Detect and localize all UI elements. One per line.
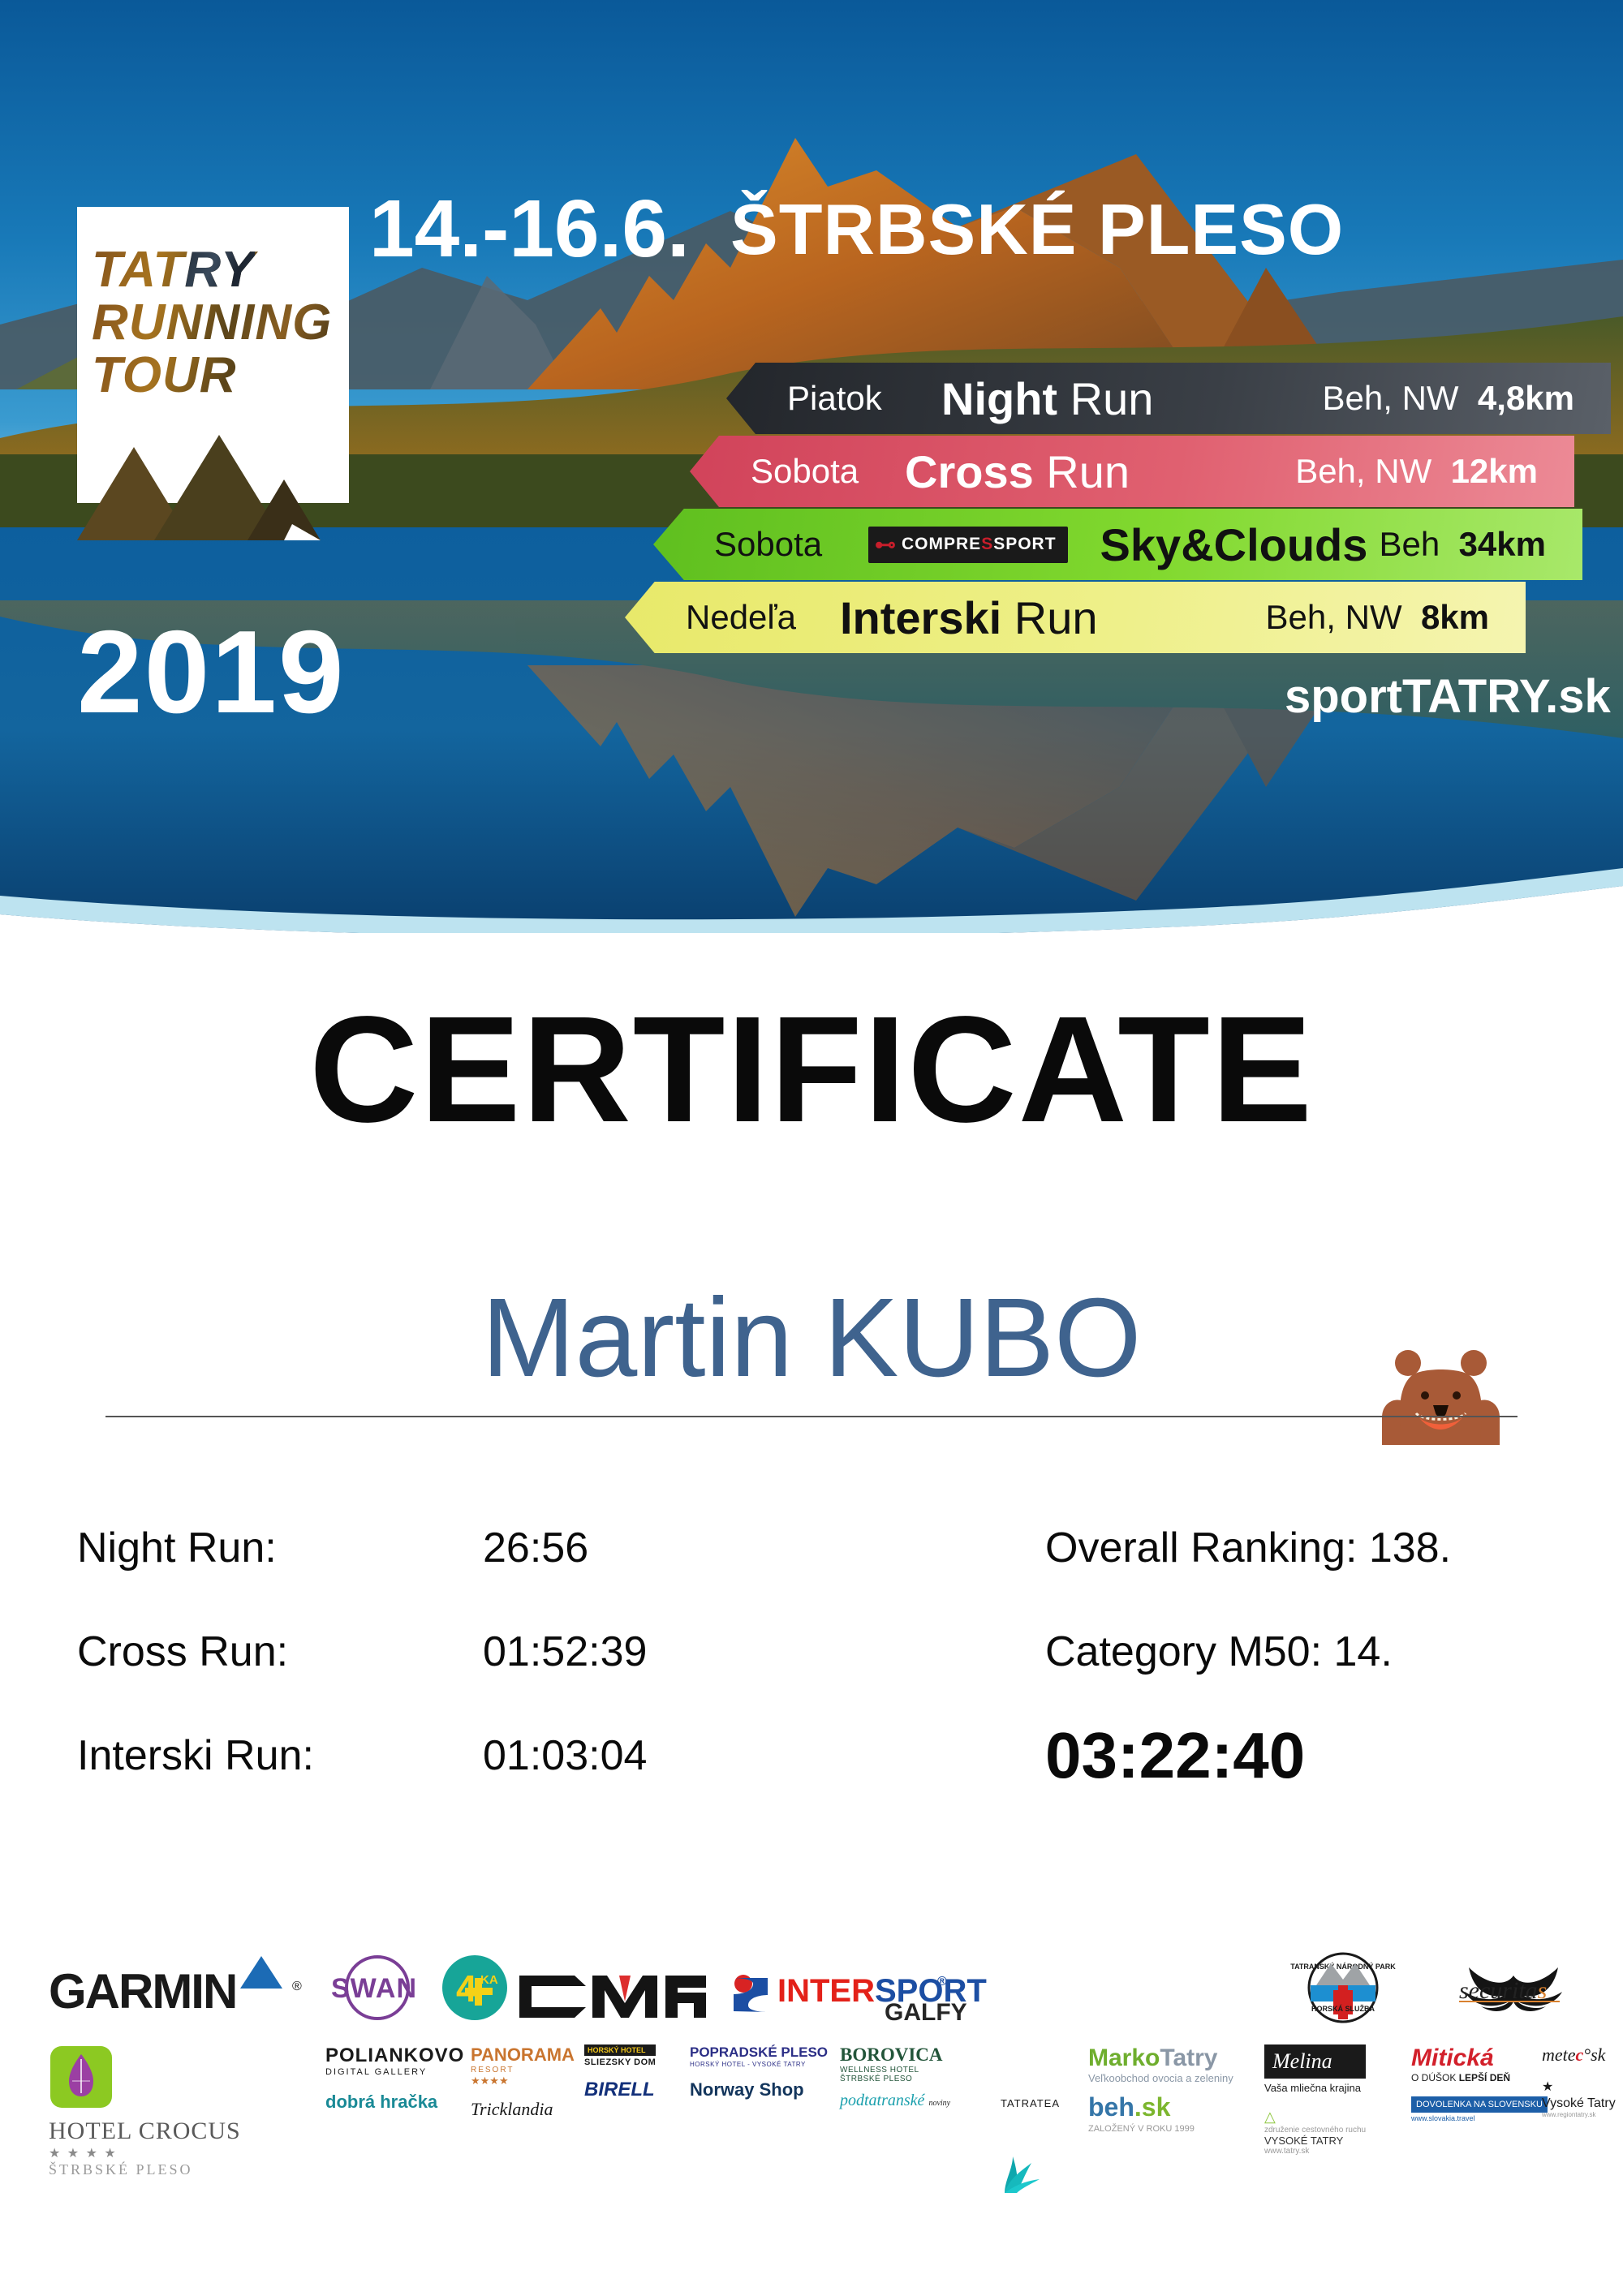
svg-text:SWAN: SWAN	[331, 1973, 417, 2004]
svg-text:HORSKÁ SLUŽBA: HORSKÁ SLUŽBA	[1311, 2004, 1375, 2013]
svg-text:®: ®	[292, 1980, 302, 1993]
svg-text:securitas: securitas	[1459, 1977, 1547, 2004]
svg-text:GALFY: GALFY	[885, 1999, 967, 2024]
svg-text:KA: KA	[480, 1973, 498, 1987]
svg-text:TATRANSKÝ NÁRODNÝ PARK: TATRANSKÝ NÁRODNÝ PARK	[1290, 1962, 1396, 1971]
svg-text:®: ®	[937, 1975, 947, 1989]
svg-text:GARMIN: GARMIN	[49, 1964, 236, 2019]
